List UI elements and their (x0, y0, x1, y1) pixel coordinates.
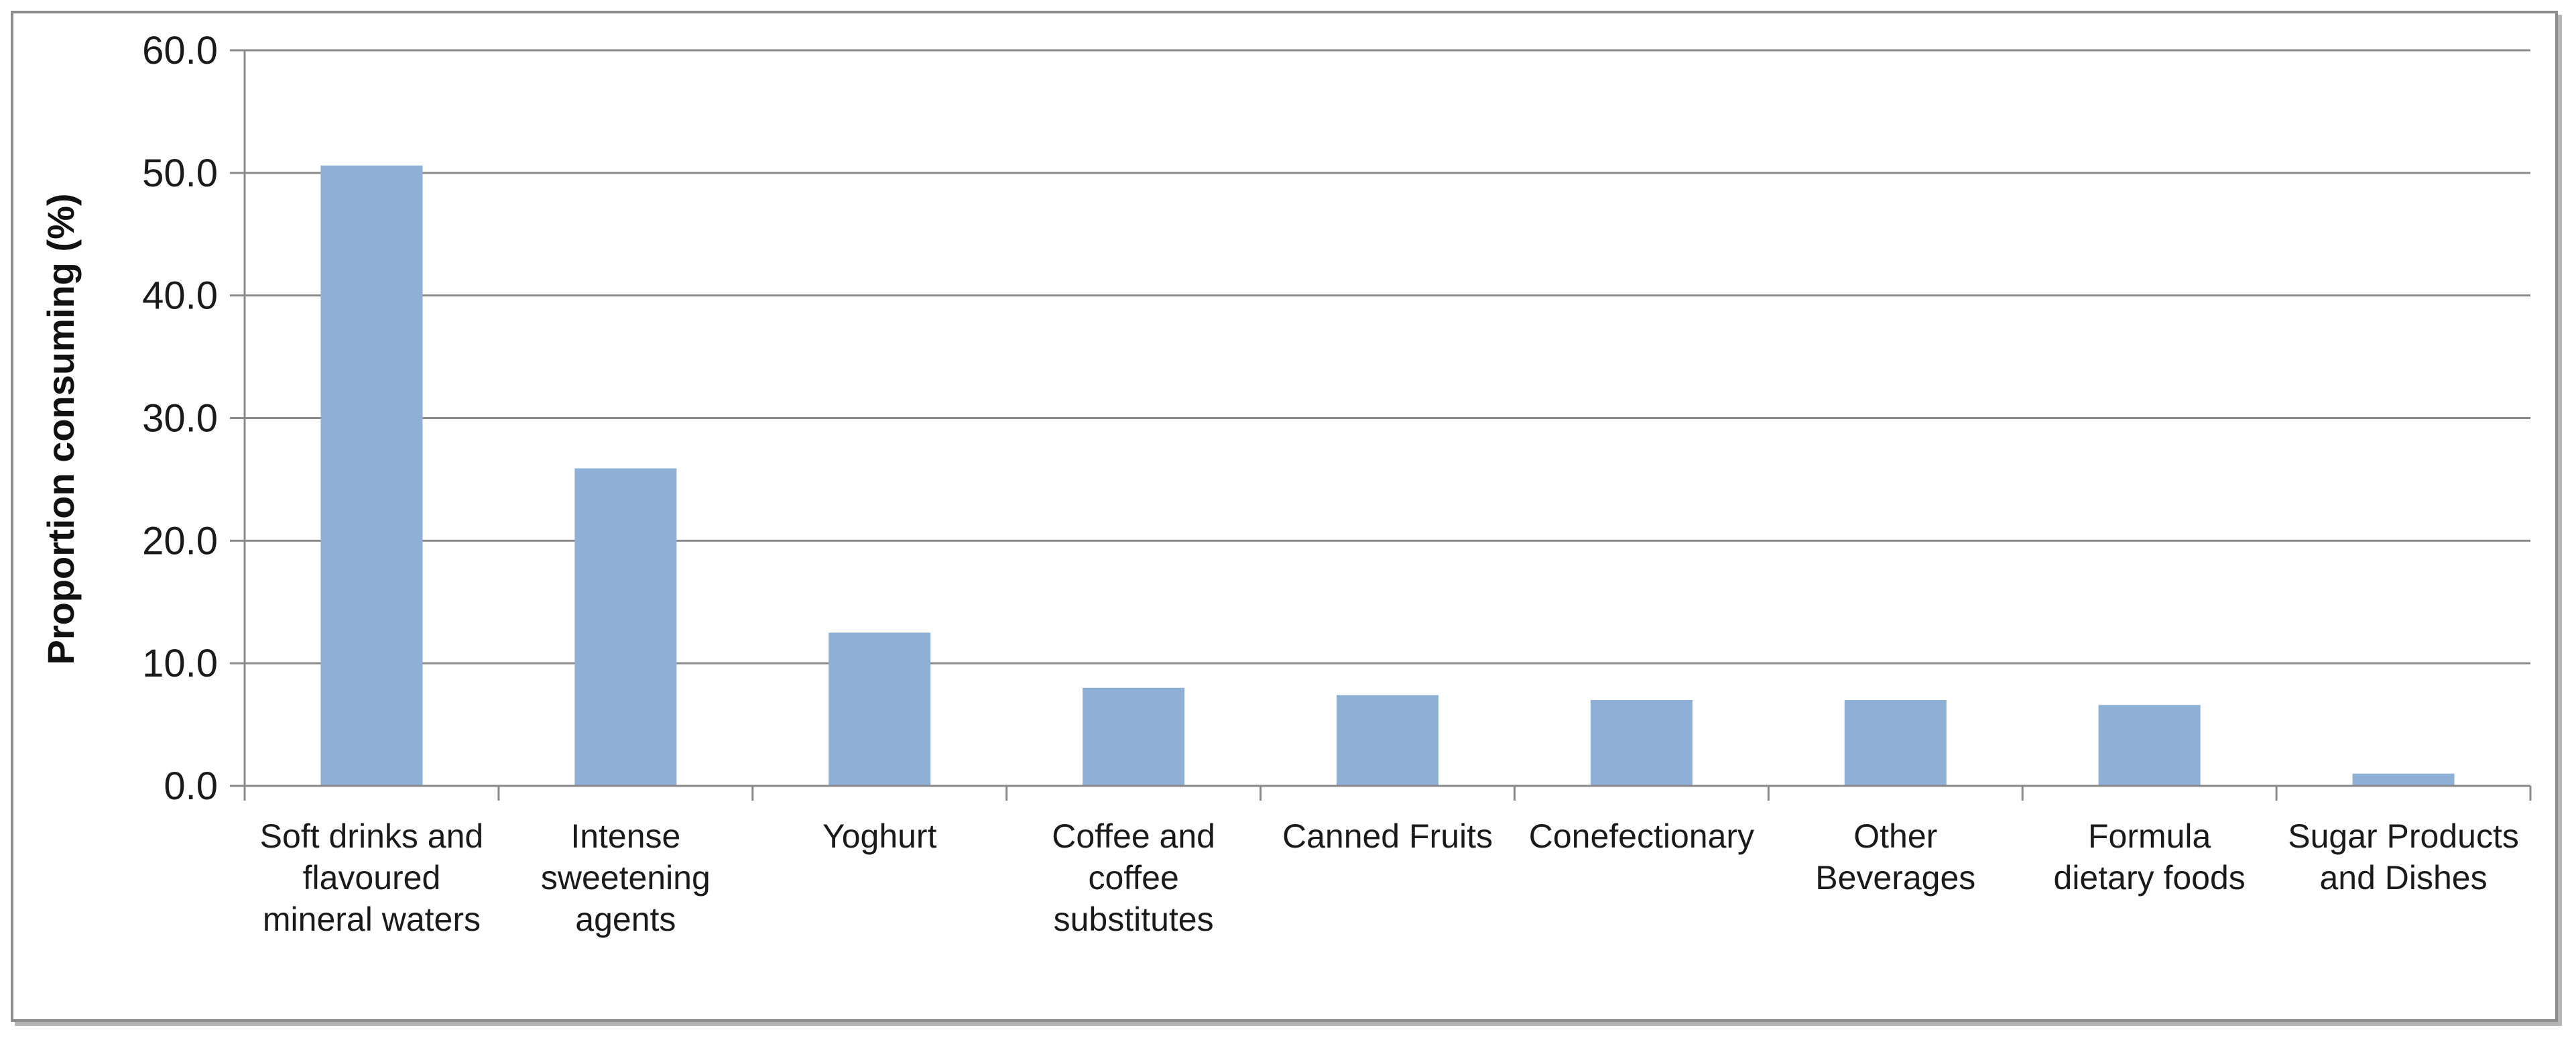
x-category-label: Formula dietary foods (2054, 817, 2246, 897)
y-tick-label: 50.0 (142, 152, 218, 195)
bar (574, 468, 677, 786)
x-category-label: Intense sweetening agents (541, 817, 711, 938)
y-tick-label: 30.0 (142, 397, 218, 441)
x-category-label: Other Beverages (1815, 817, 1975, 897)
y-tick-label: 20.0 (142, 519, 218, 563)
bar (1083, 687, 1185, 786)
bar (1337, 695, 1438, 786)
bar (1590, 700, 1693, 786)
bar (829, 632, 931, 786)
y-tick-label: 40.0 (142, 274, 218, 318)
x-category-label: Coffee and coffee substitutes (1052, 817, 1215, 938)
y-tick-label: 60.0 (142, 29, 218, 72)
bar (2098, 705, 2201, 786)
bar (2352, 773, 2455, 786)
y-axis-label: Proportion consuming (%) (40, 193, 82, 665)
x-category-labels: Soft drinks and flavoured mineral waters In… (260, 817, 2519, 938)
chart-frame (11, 11, 2558, 1022)
x-category-label: Conefectionary (1529, 817, 1754, 855)
bar (1844, 700, 1947, 786)
bar (320, 165, 423, 786)
axes (230, 49, 2532, 801)
bars (320, 165, 2455, 786)
x-category-label: Canned Fruits (1282, 817, 1493, 855)
y-tick-label: 0.0 (164, 764, 218, 808)
y-tick-labels: 0.0 10.0 20.0 30.0 40.0 50.0 60.0 (142, 29, 218, 808)
x-category-label: Soft drinks and flavoured mineral waters (260, 817, 484, 938)
x-category-label: Sugar Products and Dishes (2288, 817, 2519, 897)
x-category-label: Yoghurt (822, 817, 937, 855)
y-tick-label: 10.0 (142, 642, 218, 685)
